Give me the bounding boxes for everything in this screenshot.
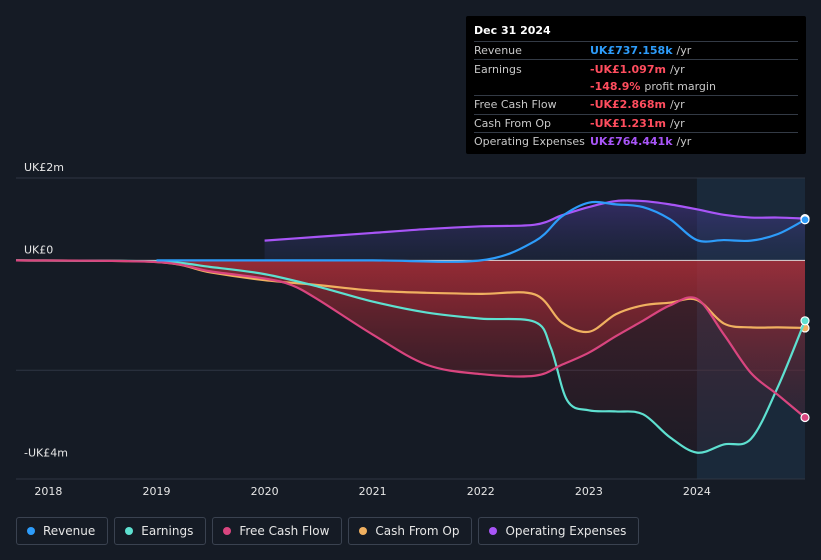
tooltip-row: Revenue UK£737.158k/yr [474,41,798,59]
tooltip-row-value: -148.9% [590,79,641,93]
x-tick-label: 2019 [143,485,171,498]
legend-dot-icon [223,527,232,535]
area-earnings [16,260,805,453]
x-tick-label: 2023 [575,485,603,498]
series-endpoint-revenue [800,215,810,225]
series-line-revenue [156,200,806,263]
tooltip-row-value: UK£737.158k [590,44,673,58]
x-tick-label: 2020 [251,485,279,498]
area-operating-expenses [264,200,805,261]
tooltip-row-value: -UK£2.868m [590,98,666,112]
legend-label: Revenue [43,524,96,538]
legend-dot-icon [359,527,368,535]
tooltip-row: Earnings -UK£1.097m/yr [474,59,798,77]
x-tick-label: 2021 [359,485,387,498]
legend-item-operating-expenses[interactable]: Operating Expenses [478,517,640,545]
legend-label: Earnings [141,524,194,538]
x-tick-label: 2018 [34,485,62,498]
series-line-free-cash-flow [15,259,806,419]
tooltip-row-value: -UK£1.097m [590,62,666,76]
legend-label: Cash From Op [375,524,460,538]
legend-item-earnings[interactable]: Earnings [114,517,207,545]
tooltip-row: Operating Expenses UK£764.441k/yr [474,131,798,150]
tooltip-row-label: Revenue [474,44,522,58]
y-tick-label: UK£2m [24,161,64,174]
tooltip-row: -148.9% profit margin [474,78,798,95]
tooltip-row: Free Cash Flow -UK£2.868m/yr [474,95,798,113]
legend: Revenue Earnings Free Cash Flow Cash From O… [16,517,640,547]
tooltip-row-unit: /yr [669,98,685,112]
legend-item-cash-from-op[interactable]: Cash From Op [348,517,473,545]
series-endpoint-earnings [800,316,810,326]
tooltip-row-unit: /yr [669,62,685,76]
tooltip-row-value: UK£764.441k [590,135,673,149]
legend-dot-icon [125,527,134,535]
legend-item-revenue[interactable]: Revenue [16,517,109,545]
legend-item-free-cash-flow[interactable]: Free Cash Flow [212,517,343,545]
legend-dot-icon [489,527,498,535]
tooltip-row-value: -UK£1.231m [590,116,666,130]
tooltip-row-unit: profit margin [644,79,716,93]
tooltip-row-unit: /yr [676,135,692,149]
tooltip-date: Dec 31 2024 [474,24,551,37]
x-tick-label: 2022 [467,485,495,498]
tooltip-row-label: Operating Expenses [474,135,585,149]
tooltip-row: Cash From Op -UK£1.231m/yr [474,113,798,132]
tooltip-panel: Dec 31 2024 Revenue UK£737.158k/yr Earning… [466,16,806,154]
series-endpoint-free-cash-flow [800,412,810,423]
series-line-earnings [15,259,807,454]
tooltip-rows: Revenue UK£737.158k/yr Earnings -UK£1.097m /… [474,41,798,150]
tooltip-row-label: Earnings [474,62,522,76]
y-tick-label: UK£0 [24,243,53,256]
legend-label: Operating Expenses [505,524,627,538]
tooltip-row-label: Cash From Op [474,116,552,130]
legend-dot-icon [27,527,35,535]
legend-label: Free Cash Flow [239,524,330,538]
tooltip-row-unit: /yr [669,116,685,130]
series-line-cash-from-op [15,259,806,334]
y-tick-label: -UK£4m [24,447,68,460]
tooltip-row-label: Free Cash Flow [474,98,557,112]
tooltip-row-unit: /yr [676,44,692,58]
x-tick-label: 2024 [683,485,711,498]
